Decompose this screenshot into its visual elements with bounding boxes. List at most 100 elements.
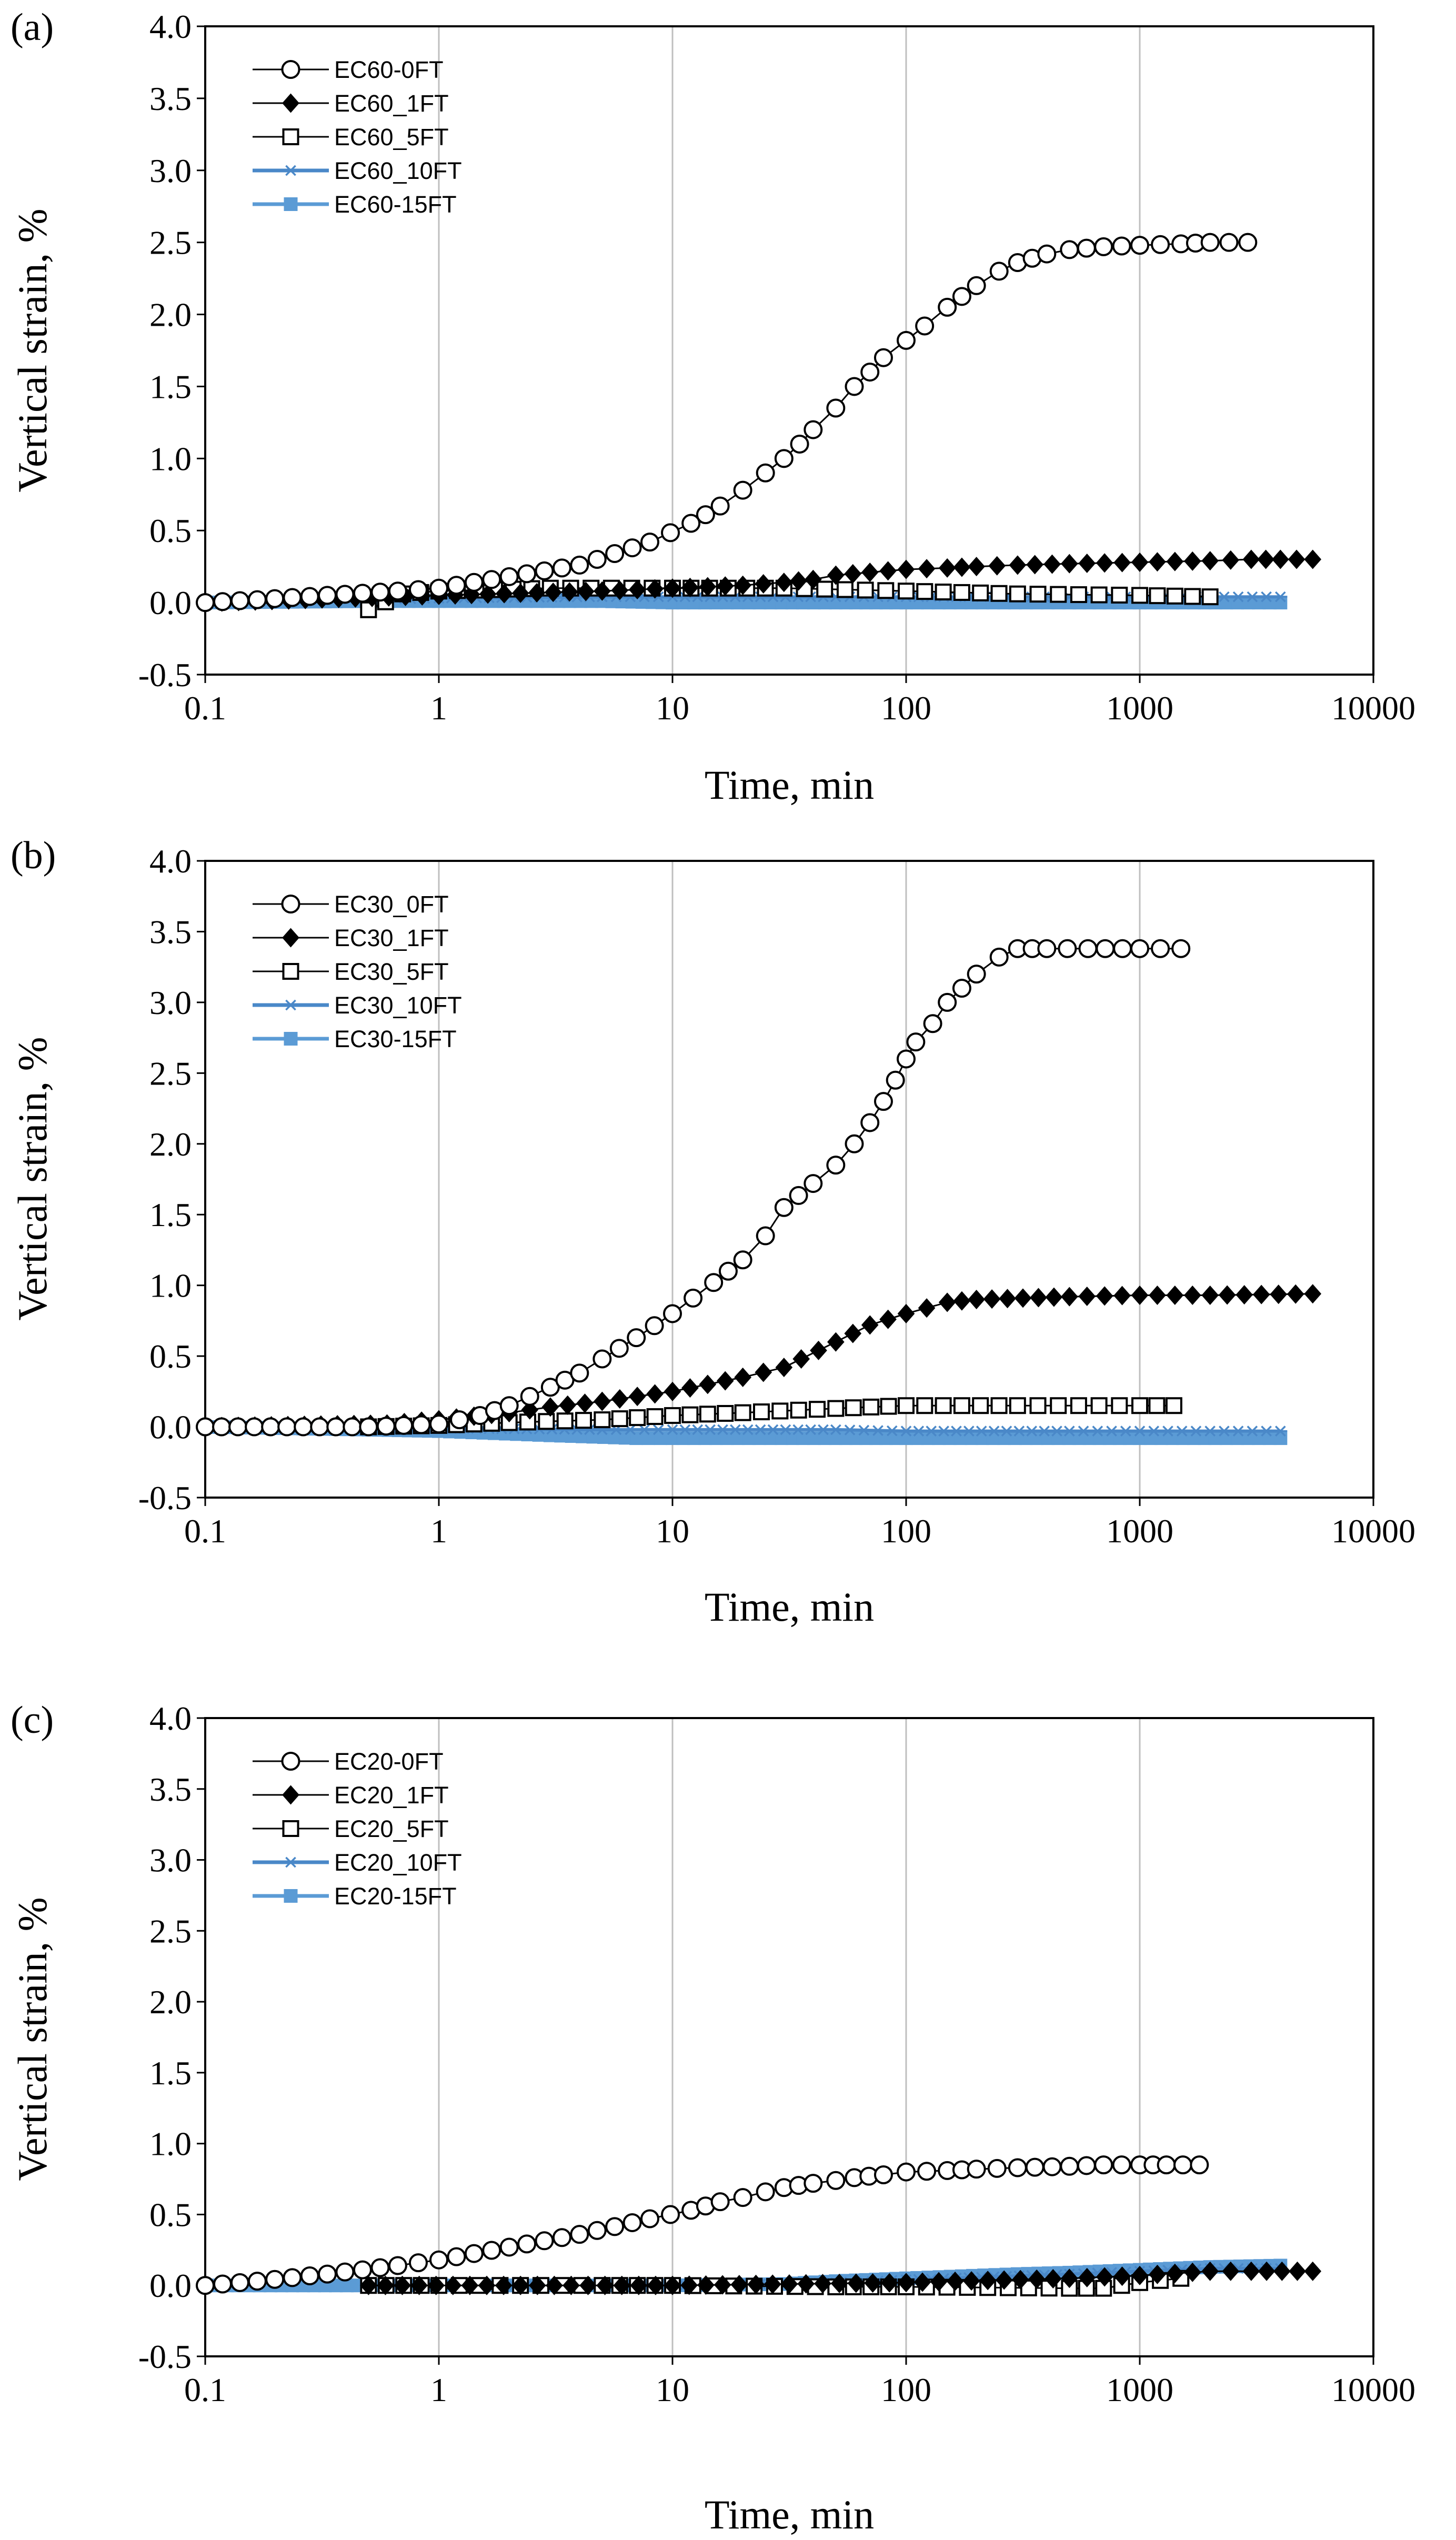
data-point [885, 1425, 899, 1437]
legend-label: EC60-15FT [334, 191, 457, 218]
series-EC20_1FT [360, 2261, 1322, 2295]
data-point [611, 1389, 629, 1409]
data-point [411, 1415, 431, 1434]
data-point [704, 1273, 724, 1292]
data-point [1201, 551, 1219, 571]
legend-marker [282, 928, 299, 948]
data-point [816, 580, 834, 598]
data-point [845, 377, 864, 396]
data-point [871, 1425, 885, 1436]
data-point [556, 1412, 574, 1430]
data-point [733, 2188, 752, 2207]
data-point [710, 2192, 730, 2212]
data-point [898, 1397, 915, 1414]
data-point [1061, 1287, 1078, 1307]
data-point [560, 582, 578, 602]
data-point [1090, 1397, 1108, 1414]
y-tick-label: -0.5 [138, 1479, 192, 1517]
data-point [576, 1393, 594, 1413]
data-point [861, 563, 879, 583]
data-point [697, 2275, 715, 2295]
y-tick-label: 4.0 [149, 1700, 192, 1737]
data-point [613, 2275, 631, 2295]
data-point [622, 2213, 642, 2232]
data-point [911, 1425, 926, 1437]
data-point [873, 1092, 893, 1111]
y-tick-label: 3.5 [149, 80, 192, 117]
data-point [429, 578, 448, 598]
data-point [1166, 551, 1184, 571]
data-point [664, 1407, 681, 1424]
legend-marker [284, 165, 298, 176]
data-point [826, 1156, 846, 1175]
data-point [1131, 552, 1149, 572]
data-point [283, 2268, 302, 2287]
data-point [1014, 1288, 1032, 1308]
data-point [1201, 588, 1219, 606]
data-point [1287, 1284, 1304, 1304]
data-point [1131, 587, 1148, 604]
data-point [1289, 2261, 1306, 2281]
x-tick-label: 1000 [1106, 2371, 1173, 2408]
data-point [938, 992, 957, 1012]
data-point [1222, 2261, 1240, 2281]
data-point [1045, 1287, 1063, 1307]
data-point [1113, 939, 1132, 958]
data-point [1011, 2270, 1029, 2290]
data-point [754, 1424, 768, 1435]
data-point [1029, 1397, 1047, 1414]
data-point [1037, 939, 1057, 958]
data-point [988, 556, 1006, 576]
legend-marker [282, 1820, 299, 1837]
data-point [681, 577, 699, 597]
data-point [326, 1417, 346, 1437]
data-point [718, 1261, 738, 1281]
data-point [1025, 1425, 1039, 1437]
data-point [664, 578, 681, 598]
data-point [999, 1425, 1013, 1437]
legend-label: EC60_5FT [334, 124, 449, 150]
data-point [873, 348, 893, 367]
data-point [1149, 552, 1166, 572]
data-point [552, 2228, 571, 2247]
data-point [1166, 2263, 1184, 2283]
data-point [495, 2275, 513, 2295]
data-point [546, 2275, 563, 2295]
series-line [205, 948, 1181, 1428]
data-point [844, 564, 862, 584]
data-point [1218, 1285, 1236, 1305]
y-tick-label: 2.0 [149, 1126, 192, 1163]
data-point [1104, 1425, 1119, 1437]
y-tick-label: 4.0 [149, 8, 192, 45]
y-axis-title: Vertical strain, % [9, 208, 55, 492]
data-point [804, 420, 823, 439]
data-point [789, 1186, 808, 1205]
data-point [913, 2272, 931, 2292]
series-EC30_0FT [196, 939, 1191, 1437]
data-point [1094, 237, 1113, 256]
data-point [499, 2237, 519, 2257]
data-point [587, 549, 607, 569]
data-point [1062, 1425, 1077, 1437]
data-point [1273, 1431, 1288, 1445]
x-tick-label: 1 [430, 2371, 447, 2408]
data-point [388, 2256, 407, 2275]
data-point [300, 587, 319, 606]
data-point [917, 2162, 937, 2181]
data-point [755, 1362, 772, 1382]
y-tick-label: 0.5 [149, 512, 192, 549]
y-axis-title: Vertical strain, % [9, 1897, 55, 2181]
data-point [716, 576, 734, 596]
data-point [388, 581, 407, 601]
legend-label: EC30_1FT [334, 925, 449, 951]
data-point [629, 1409, 646, 1427]
data-point [809, 1401, 826, 1418]
data-point [766, 1424, 780, 1435]
y-tick-label: 3.5 [149, 1771, 192, 1808]
y-tick-label: 0.0 [149, 1409, 192, 1446]
panel-label: (c) [11, 1699, 54, 1742]
data-point [482, 2241, 501, 2260]
data-point [938, 297, 957, 317]
data-point [343, 1417, 362, 1437]
data-point [228, 1417, 248, 1437]
